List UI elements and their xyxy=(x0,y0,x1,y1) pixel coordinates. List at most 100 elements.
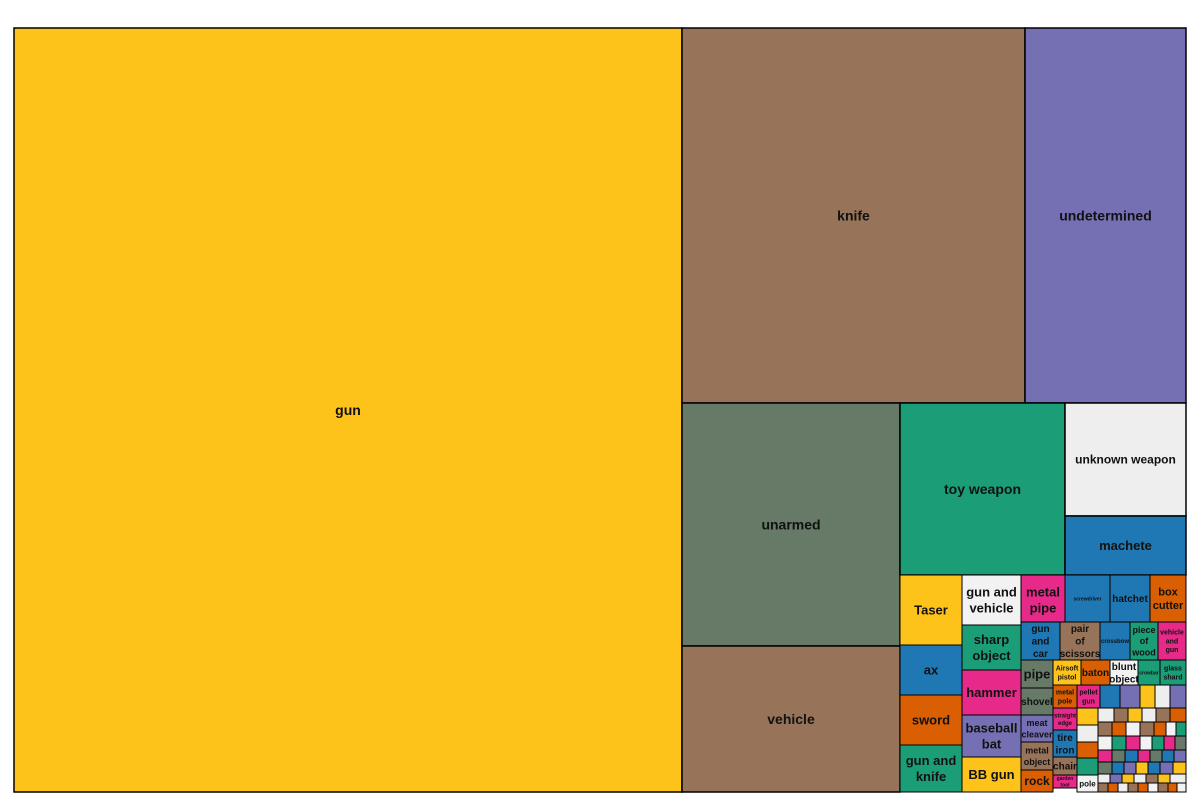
treemap-rect xyxy=(1020,659,1054,689)
treemap-rect xyxy=(681,645,901,793)
treemap-small-tile xyxy=(1157,773,1171,784)
treemap-small-tile xyxy=(1127,782,1139,793)
treemap-small-tile xyxy=(1076,741,1099,759)
treemap-label: knife xyxy=(837,207,870,223)
treemap-label: rock xyxy=(1024,774,1050,788)
treemap-small-tile xyxy=(1172,761,1187,775)
treemap-tile-straight-edge: straight edge xyxy=(1052,707,1078,731)
treemap-label: ax xyxy=(924,663,939,678)
treemap-label: crossbow xyxy=(1101,639,1129,645)
treemap-rect xyxy=(1080,659,1111,686)
treemap-small-tile xyxy=(1176,782,1187,793)
treemap-small-tile xyxy=(1121,773,1135,784)
treemap-small-tile xyxy=(1153,721,1167,737)
treemap-rect xyxy=(899,402,1066,576)
treemap-label: sharp object xyxy=(972,632,1011,663)
treemap-label: baton xyxy=(1082,668,1109,679)
treemap-label: metal pipe xyxy=(1026,584,1060,615)
treemap-rect xyxy=(1024,27,1187,404)
treemap-label: undetermined xyxy=(1059,207,1152,223)
treemap-tile-pole: pole xyxy=(1076,774,1099,793)
treemap-tile-meat-cleaver: meat cleaver xyxy=(1020,714,1054,743)
treemap-label: gun and knife xyxy=(906,753,957,784)
treemap-small-tile xyxy=(1145,773,1159,784)
treemap-label: screwdriver xyxy=(1073,596,1101,602)
treemap-rect xyxy=(1076,684,1101,709)
treemap-label: garden tool xyxy=(1057,776,1074,788)
treemap-label: machete xyxy=(1099,538,1152,553)
treemap-small-tile xyxy=(1147,782,1159,793)
treemap-label: pair of scissors xyxy=(1060,624,1101,660)
treemap-tile-rock: rock xyxy=(1020,769,1054,793)
treemap-label: unknown weapon xyxy=(1075,453,1176,467)
treemap-tile-pipe: pipe xyxy=(1020,659,1054,689)
treemap-label: glass shard xyxy=(1163,666,1182,682)
treemap-tile-vehicle-and-gun: vehicle and gun xyxy=(1157,621,1187,661)
treemap-tile-baton: baton xyxy=(1080,659,1111,686)
treemap-tile-blunt-object: blunt object xyxy=(1109,659,1139,686)
treemap-rect xyxy=(1149,574,1187,623)
treemap-tile-shovel: shovel xyxy=(1020,687,1054,716)
treemap-small-tile xyxy=(1125,735,1141,751)
treemap-rect xyxy=(681,402,901,647)
treemap-rect xyxy=(1064,515,1187,576)
treemap-tile-glass-shard: glass shard xyxy=(1159,659,1187,686)
treemap-rect xyxy=(1099,621,1131,661)
treemap-small-tile xyxy=(1123,761,1137,775)
treemap-label: vehicle and gun xyxy=(1160,630,1184,655)
treemap-small-tile xyxy=(1169,707,1187,723)
treemap-tile-gun: gun xyxy=(13,27,683,793)
treemap-small-tile xyxy=(1113,707,1129,723)
treemap-small-tile xyxy=(1165,721,1177,737)
treemap-tile-box-cutter: box cutter xyxy=(1149,574,1187,623)
treemap-small-tile xyxy=(1137,749,1151,763)
treemap-label: chair xyxy=(1053,762,1077,773)
treemap-tile-taser: Taser xyxy=(899,574,963,646)
treemap-tile-airsoft-pistol: Airsoft pistol xyxy=(1052,659,1082,686)
treemap-label: pole xyxy=(1079,779,1096,788)
treemap-tile-screwdriver: screwdriver xyxy=(1064,574,1111,623)
treemap-tile-bb-gun: BB gun xyxy=(961,756,1022,793)
treemap-small-tile xyxy=(1147,761,1161,775)
treemap-label: sword xyxy=(912,713,950,728)
treemap-label: hammer xyxy=(966,685,1017,700)
treemap-small-tile xyxy=(1097,749,1113,763)
treemap-small-tile xyxy=(1111,761,1125,775)
treemap-tile-toy-weapon: toy weapon xyxy=(899,402,1066,576)
treemap-small-tile xyxy=(1175,721,1187,737)
treemap-tile-crossbow: crossbow xyxy=(1099,621,1131,661)
treemap-label: box cutter xyxy=(1153,586,1184,612)
treemap-label: shovel xyxy=(1021,697,1053,708)
treemap-small-tile xyxy=(1117,782,1129,793)
treemap-small-tile xyxy=(1161,749,1175,763)
treemap-tile-metal-pipe: metal pipe xyxy=(1020,574,1066,626)
treemap-small-tile xyxy=(1099,684,1121,709)
treemap-small-tile xyxy=(1151,735,1165,751)
treemap-rect xyxy=(1129,621,1159,661)
treemap-small-tile xyxy=(1173,749,1187,763)
treemap-rect xyxy=(1159,659,1187,686)
treemap-tile-pellet-gun: pellet gun xyxy=(1076,684,1101,709)
treemap-small-tile xyxy=(1111,735,1127,751)
treemap-small-tile xyxy=(1141,707,1157,723)
treemap-small-tile xyxy=(1139,684,1156,709)
treemap-tile-gun-and-vehicle: gun and vehicle xyxy=(961,574,1022,626)
treemap-label: metal object xyxy=(1024,746,1051,767)
treemap-rect xyxy=(961,574,1022,626)
treemap-small-tile xyxy=(1174,735,1187,751)
treemap-tile-crowbar: crowbar xyxy=(1137,659,1161,686)
treemap-rect xyxy=(1052,729,1078,758)
treemap-tile-knife: knife xyxy=(681,27,1026,404)
treemap-tile-machete: machete xyxy=(1064,515,1187,576)
treemap-label: piece of wood xyxy=(1131,625,1156,658)
treemap-small-tile xyxy=(1154,684,1171,709)
treemap-label: Taser xyxy=(914,603,948,618)
treemap-label: baseball bat xyxy=(965,720,1017,751)
treemap-tile-hammer: hammer xyxy=(961,669,1022,716)
treemap-tile-sword: sword xyxy=(899,694,963,746)
treemap-small-tile xyxy=(1125,721,1141,737)
treemap-tile-undetermined: undetermined xyxy=(1024,27,1187,404)
treemap-small-tile xyxy=(1155,707,1171,723)
treemap-rect xyxy=(1076,774,1099,793)
treemap-small-tile xyxy=(1097,761,1113,775)
